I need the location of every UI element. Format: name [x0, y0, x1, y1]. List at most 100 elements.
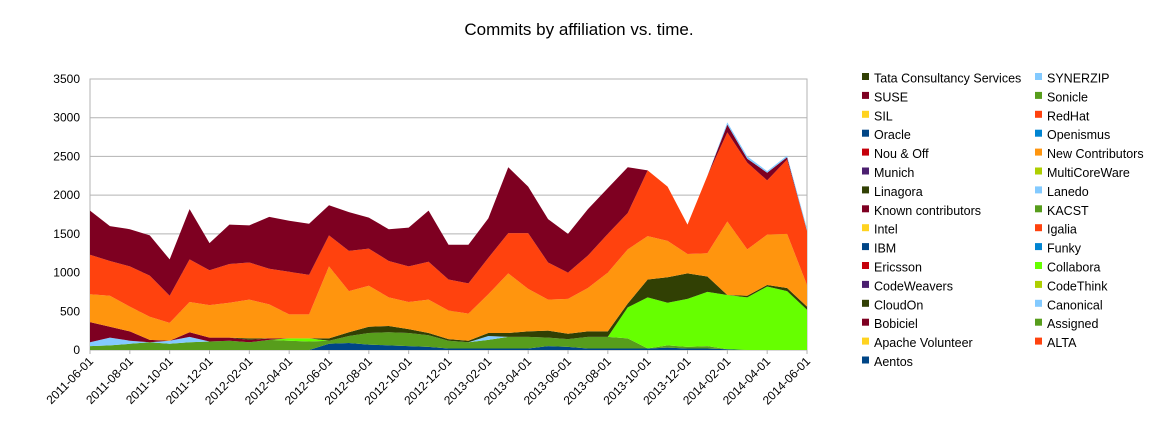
legend: Tata Consultancy Services SYNERZIP SUSE Son… [862, 72, 1144, 369]
legend-item-nou-off: Nou & Off [862, 147, 929, 161]
legend-label: Igalia [1047, 223, 1077, 237]
legend-label: New Contributors [1047, 147, 1144, 161]
legend-label: Funky [1047, 242, 1082, 256]
legend-label: Tata Consultancy Services [874, 72, 1021, 86]
area-series-assigned [90, 332, 807, 350]
y-tick-label: 1000 [53, 266, 80, 280]
legend-item-multicoreware: MultiCoreWare [1035, 166, 1130, 180]
legend-label: SIL [874, 109, 893, 123]
legend-label: Apache Volunteer [874, 336, 973, 350]
legend-item-apache-volunteer: Apache Volunteer [862, 336, 973, 350]
legend-swatch [862, 167, 869, 175]
legend-item-alta: ALTA [1035, 336, 1077, 350]
legend-swatch [1035, 91, 1042, 99]
stacked-areas [90, 122, 807, 350]
legend-item-new-contributors: New Contributors [1035, 147, 1144, 161]
legend-item-oracle: Oracle [862, 128, 911, 142]
y-tick-label: 1500 [53, 227, 80, 241]
legend-label: CloudOn [874, 298, 923, 312]
x-axis-ticks: 2011-06-012011-08-012011-10-012011-12-01… [43, 350, 813, 408]
legend-item-sonicle: Sonicle [1035, 90, 1088, 104]
chart-title: Commits by affiliation vs. time. [464, 20, 693, 39]
legend-label: SYNERZIP [1047, 72, 1110, 86]
legend-swatch [862, 299, 869, 307]
area-series-igalia [90, 132, 807, 323]
legend-label: Linagora [874, 185, 923, 199]
legend-label: Intel [874, 223, 898, 237]
legend-swatch [862, 73, 869, 80]
legend-swatch [1035, 318, 1042, 326]
legend-swatch [1035, 262, 1042, 269]
y-tick-label: 500 [60, 304, 80, 318]
legend-label: Known contributors [874, 204, 981, 218]
legend-item-openismus: Openismus [1035, 128, 1110, 142]
legend-swatch [1035, 280, 1042, 288]
legend-label: Openismus [1047, 128, 1110, 142]
legend-item-igalia: Igalia [1035, 223, 1077, 237]
legend-item-assigned: Assigned [1035, 317, 1098, 331]
legend-swatch [862, 243, 869, 251]
legend-swatch [862, 186, 869, 194]
legend-label: Lanedo [1047, 185, 1089, 199]
legend-swatch [1035, 73, 1042, 80]
legend-item-canonical: Canonical [1035, 298, 1103, 312]
area-series-aentos [90, 343, 807, 350]
area-series-suse [90, 124, 807, 296]
legend-label: ALTA [1047, 336, 1077, 350]
legend-item-munich: Munich [862, 166, 914, 180]
legend-label: CodeWeavers [874, 279, 953, 293]
legend-item-tata-consultancy-services: Tata Consultancy Services [862, 72, 1021, 86]
y-axis-ticks: 0 500 1000 1500 2000 2500 3000 3500 [53, 72, 80, 357]
legend-label: KACST [1047, 204, 1089, 218]
legend-label: Munich [874, 166, 914, 180]
legend-swatch [1035, 148, 1042, 156]
legend-item-intel: Intel [862, 223, 898, 237]
legend-item-suse: SUSE [862, 90, 908, 104]
area-series-synerzip [90, 122, 807, 260]
legend-swatch [1035, 129, 1042, 137]
legend-swatch [862, 337, 869, 345]
legend-label: MultiCoreWare [1047, 166, 1130, 180]
legend-item-codethink: CodeThink [1035, 279, 1108, 293]
legend-swatch [862, 318, 869, 326]
legend-swatch [1035, 205, 1042, 213]
legend-item-bobiciel: Bobiciel [862, 317, 918, 331]
y-tick-label: 3000 [53, 111, 80, 125]
legend-label: Bobiciel [874, 317, 918, 331]
legend-label: Oracle [874, 128, 911, 142]
legend-label: Collabora [1047, 261, 1101, 275]
legend-label: SUSE [874, 90, 908, 104]
y-tick-label: 3500 [53, 72, 80, 86]
legend-item-synerzip: SYNERZIP [1035, 72, 1110, 86]
y-tick-label: 0 [73, 343, 80, 357]
legend-label: Canonical [1047, 298, 1103, 312]
legend-swatch [1035, 110, 1042, 118]
legend-swatch [1035, 224, 1042, 232]
legend-label: Aentos [874, 355, 913, 369]
legend-item-aentos: Aentos [862, 355, 913, 369]
legend-item-funky: Funky [1035, 242, 1082, 256]
legend-swatch [862, 280, 869, 288]
legend-swatch [862, 129, 869, 137]
legend-swatch [1035, 167, 1042, 175]
legend-item-linagora: Linagora [862, 185, 923, 199]
legend-label: CodeThink [1047, 279, 1108, 293]
legend-label: IBM [874, 242, 896, 256]
legend-swatch [862, 356, 869, 364]
legend-swatch [862, 110, 869, 118]
legend-item-known-contributors: Known contributors [862, 204, 981, 218]
legend-label: Ericsson [874, 261, 922, 275]
legend-swatch [862, 262, 869, 269]
y-tick-label: 2500 [53, 149, 80, 163]
area-series-new-contributors [90, 221, 807, 341]
area-series-collabora [90, 286, 807, 350]
legend-item-codeweavers: CodeWeavers [862, 279, 953, 293]
legend-item-lanedo: Lanedo [1035, 185, 1089, 199]
legend-swatch [1035, 299, 1042, 307]
legend-item-ericsson: Ericsson [862, 261, 922, 275]
legend-swatch [862, 205, 869, 213]
legend-label: Assigned [1047, 317, 1098, 331]
legend-item-collabora: Collabora [1035, 261, 1101, 275]
legend-swatch [1035, 186, 1042, 194]
